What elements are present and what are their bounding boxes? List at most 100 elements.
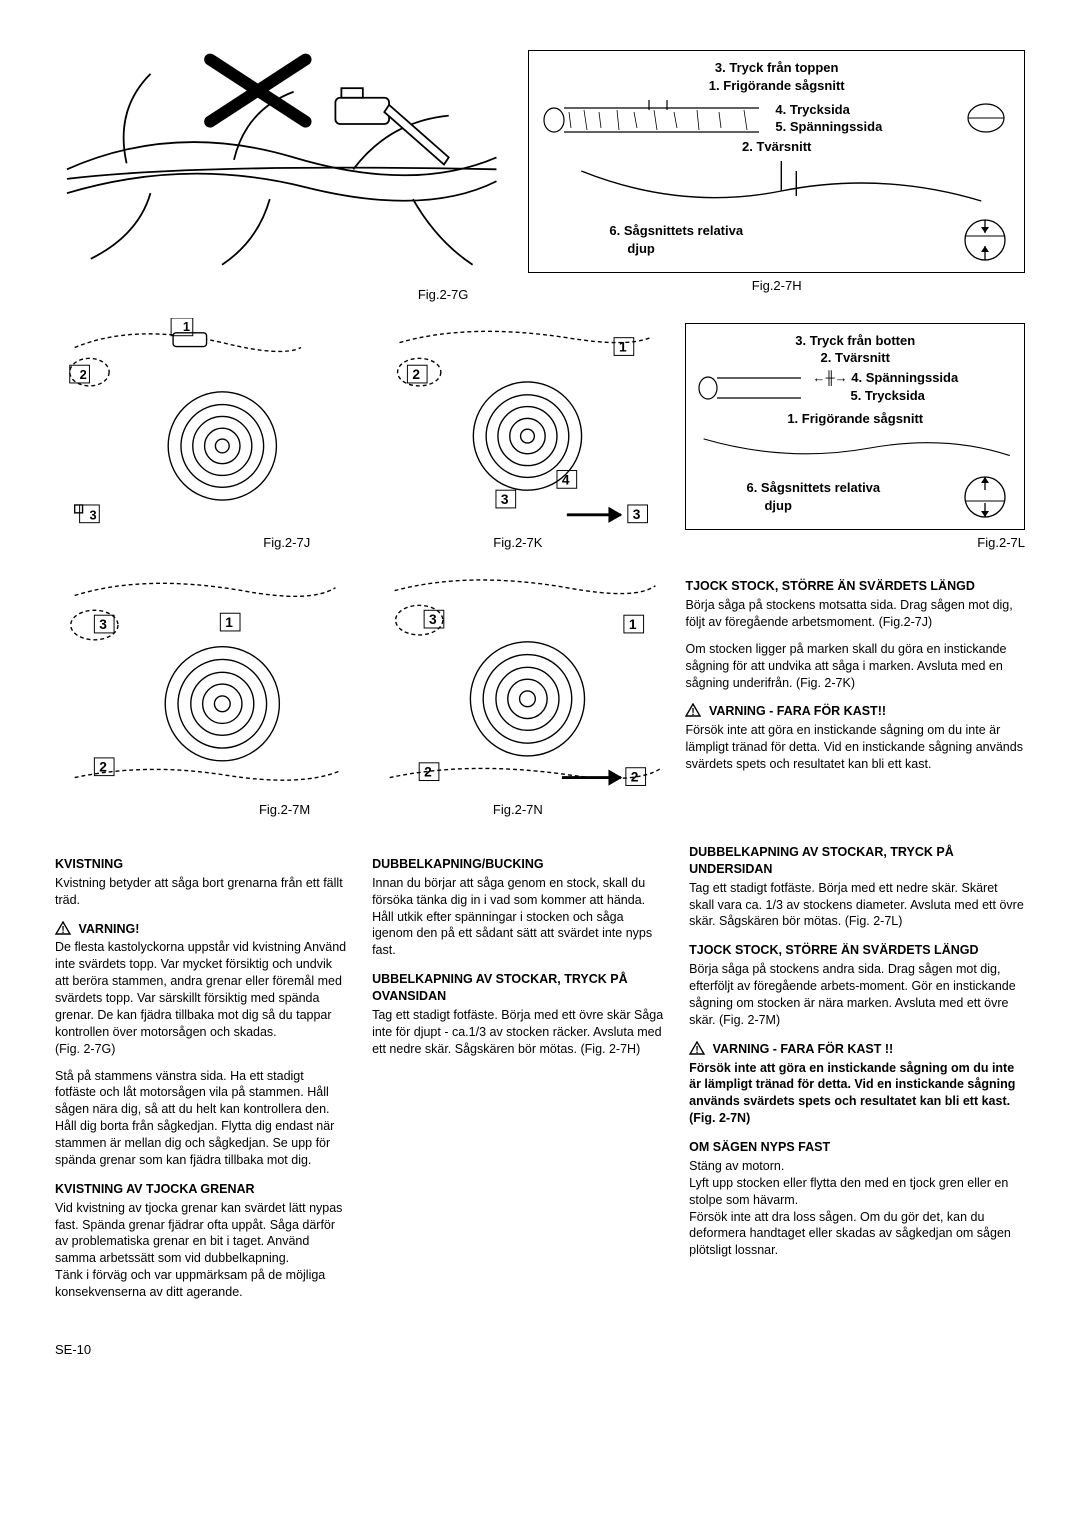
svg-text:2: 2 [424,765,432,780]
diag-l-curve [696,428,1014,468]
figure-row-2: 1 2 3 Fig.2-7J 1 [55,318,1025,551]
svg-text:3: 3 [89,508,96,523]
svg-text:1: 1 [629,617,637,632]
diag-h-l2: 2. Tvärsnitt [539,138,1014,156]
col1-p1: Kvistning betyder att såga bort grenarna… [55,875,347,909]
svg-text:1: 1 [619,340,627,355]
fig-2-7j-box: 1 2 3 Fig.2-7J [55,318,350,551]
col3-h5-text: VARNING - FARA FÖR KAST !! [713,1042,894,1056]
col3-p1: Börja såga på stockens motsatta sida. Dr… [685,597,1025,631]
diag-l-l6a: 6. Sågsnittets relativa [746,480,880,495]
diag-h-l1: 1. Frigörande sågsnitt [539,77,1014,95]
col1-h2-text: VARNING! [78,922,139,936]
fig-2-7m-illustration: 3 1 2 [55,566,350,792]
fig-2-7j-illustration: 1 2 3 [55,318,350,525]
svg-text:!: ! [695,1045,698,1055]
diag-h-disc-bottom [959,216,1014,264]
fig-2-7h-label: Fig.2-7H [528,277,1025,295]
svg-text:2: 2 [80,367,87,382]
fig-2-7n-label: Fig.2-7N [370,801,665,819]
col3-h4: TJOCK STOCK, STÖRRE ÄN SVÄRDETS LÄNGD [689,942,1025,959]
col3-p4: Tag ett stadigt fotfäste. Börja med ett … [689,880,1025,931]
col1-p5: Tänk i förväg och var uppmärksam på de m… [55,1267,347,1301]
fig-2-7h-box: 3. Tryck från toppen 1. Frigörande sågsn… [528,50,1025,303]
col3-p6: Försök inte att göra en instickande sågn… [689,1060,1025,1128]
diag-h-l6b: djup [609,241,654,256]
column-2: DUBBELKAPNING/BUCKING Innan du börjar at… [372,844,664,1311]
warning-icon: ! [55,921,71,935]
column-3: DUBBELKAPNING AV STOCKAR, TRYCK PÅ UNDER… [689,844,1025,1311]
col3-p3: Försök inte att göra en instickande sågn… [685,722,1025,773]
fig-2-7k-illustration: 1 2 3 4 3 [370,318,665,525]
fig-2-7k-box: 1 2 3 4 3 Fig.2-7K [370,318,665,551]
svg-text:1: 1 [183,319,190,334]
fig-2-7k-label: Fig.2-7K [370,534,665,552]
col3-p7a: Stäng av motorn. [689,1158,1025,1175]
col2-p1: Innan du börjar att såga genom en stock,… [372,875,664,959]
diag-h-log-top [539,98,769,138]
fig-2-7n-box: 3 1 2 2 Fig.2-7N [370,566,665,819]
col3-h5: ! VARNING - FARA FÖR KAST !! [689,1041,1025,1058]
col3-h3: DUBBELKAPNING AV STOCKAR, TRYCK PÅ UNDER… [689,844,1025,878]
svg-text:3: 3 [99,617,107,632]
col1-p2: De flesta kastolyckorna uppstår vid kvis… [55,939,347,1040]
col3-p7c: Försök inte att dra loss sågen. Om du gö… [689,1209,1025,1260]
fig-2-7m-label: Fig.2-7M [55,801,350,819]
col2-p2: Tag ett stadigt fotfäste. Börja med ett … [372,1007,664,1058]
diag-l-l3: 3. Tryck från botten [696,332,1014,350]
fig-2-7l-frame: 3. Tryck från botten 2. Tvärsnitt ←╫→ 4.… [685,323,1025,530]
text-columns: KVISTNING Kvistning betyder att såga bor… [55,844,1025,1311]
fig-2-7j-label: Fig.2-7J [55,534,350,552]
svg-text:!: ! [692,707,695,717]
warning-icon: ! [685,703,701,717]
fig-2-7l-box: 3. Tryck från botten 2. Tvärsnitt ←╫→ 4.… [685,323,1025,551]
col1-h2: ! VARNING! [55,921,347,938]
svg-text:2: 2 [99,760,107,775]
diag-l-log-top [696,370,806,404]
col2-h2: UBBELKAPNING AV STOCKAR, TRYCK PÅ OVANSI… [372,971,664,1005]
col1-p4: Vid kvistning av tjocka grenar kan svärd… [55,1200,347,1268]
col3-p2: Om stocken ligger på marken skall du gör… [685,641,1025,692]
col3-upper: TJOCK STOCK, STÖRRE ÄN SVÄRDETS LÄNGD Bö… [685,566,1025,783]
col2-h1: DUBBELKAPNING/BUCKING [372,856,664,873]
diag-l-l6b: djup [746,498,791,513]
fig-2-7l-label: Fig.2-7L [685,534,1025,552]
diag-h-disc-top [964,100,1014,136]
col1-p3: Stå på stammens vänstra sida. Ha ett sta… [55,1068,347,1169]
svg-text:3: 3 [633,507,641,522]
svg-text:2: 2 [413,367,421,382]
col3-p7b: Lyft upp stocken eller flytta den med en… [689,1175,1025,1209]
fig-2-7g-label: Fig.2-7G [55,286,508,304]
svg-text:1: 1 [225,615,233,630]
diag-h-l5: 5. Spänningssida [775,118,958,136]
col3-h1: TJOCK STOCK, STÖRRE ÄN SVÄRDETS LÄNGD [685,578,1025,595]
fig-2-7m-box: 3 1 2 Fig.2-7M [55,566,350,819]
fig-2-7g-illustration [55,50,508,277]
col3-h6: OM SÄGEN NYPS FAST [689,1139,1025,1156]
svg-text:2: 2 [631,770,639,785]
diag-l-disc [959,473,1014,521]
page-number: SE-10 [55,1341,1025,1359]
svg-text:3: 3 [501,492,509,507]
diag-l-l2: 2. Tvärsnitt [696,349,1014,367]
diag-h-curve [539,156,1014,211]
col1-p2b: (Fig. 2-7G) [55,1041,347,1058]
svg-text:3: 3 [429,612,437,627]
col3-h2-text: VARNING - FARA FÖR KAST!! [709,704,886,718]
diag-h-l4: 4. Trycksida [775,101,958,119]
diag-h-l3: 3. Tryck från toppen [539,59,1014,77]
diag-l-l4: 4. Spänningssida [851,370,958,385]
diag-h-l6a: 6. Sågsnittets relativa [609,223,743,238]
fig-2-7n-illustration: 3 1 2 2 [370,566,665,792]
fig-2-7h-frame: 3. Tryck från toppen 1. Frigörande sågsn… [528,50,1025,273]
figure-row-3: 3 1 2 Fig.2-7M 3 1 [55,566,1025,819]
svg-text:4: 4 [562,472,570,487]
svg-text:!: ! [61,925,64,935]
diag-l-l1: 1. Frigörande sågsnitt [696,410,1014,428]
col3-p5: Börja såga på stockens andra sida. Drag … [689,961,1025,1029]
figure-row-1: Fig.2-7G 3. Tryck från toppen 1. Frigöra… [55,50,1025,303]
col1-h3: KVISTNING AV TJOCKA GRENAR [55,1181,347,1198]
col1-h1: KVISTNING [55,856,347,873]
fig-2-7g-box: Fig.2-7G [55,50,508,303]
diag-l-l5: 5. Trycksida [812,387,1014,405]
